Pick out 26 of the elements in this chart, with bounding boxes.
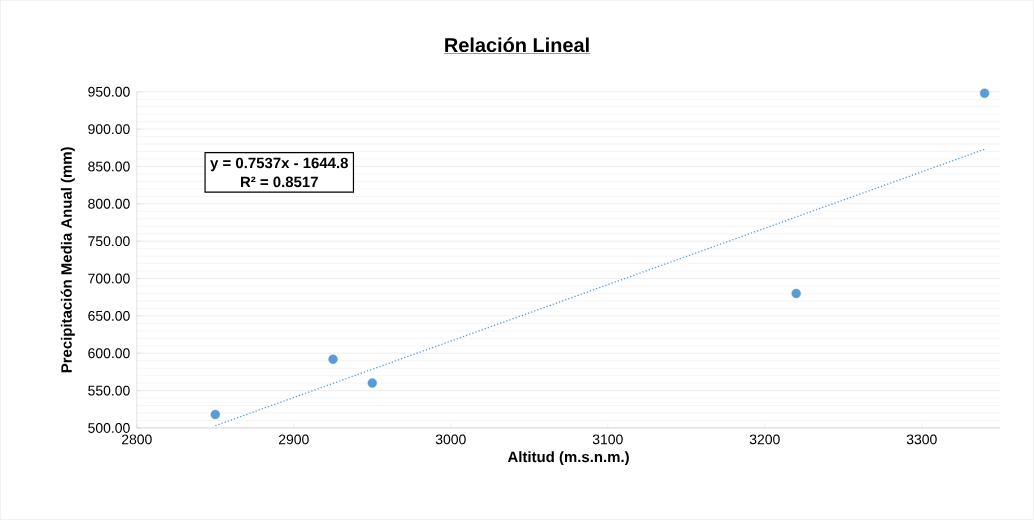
y-tick-label: 600.00 xyxy=(88,348,130,359)
x-tick-label: 3000 xyxy=(435,434,466,445)
point xyxy=(210,409,220,420)
y-tick-label: 700.00 xyxy=(88,273,130,284)
x-tick-label: 2800 xyxy=(121,434,152,445)
x-tick-label: 3100 xyxy=(592,434,623,445)
x-tick-label: 3300 xyxy=(906,434,937,445)
x-tick-label: 3200 xyxy=(749,434,780,445)
x-axis-title: Altitud (m.s.n.m.) xyxy=(507,451,629,466)
x-tick-label: 2900 xyxy=(278,434,309,445)
y-tick-label: 800.00 xyxy=(88,199,130,209)
annotation: y = 0.7537x - 1644.8 xyxy=(210,157,348,172)
annotation: R² = 0.8517 xyxy=(240,176,318,188)
y-tick-label: 950.00 xyxy=(88,86,130,97)
y-tick-label: 650.00 xyxy=(88,311,130,321)
y-tick-label: 500.00 xyxy=(88,423,130,434)
point xyxy=(328,354,338,365)
y-axis-title: Precipitación Media Anual (mm) xyxy=(60,147,75,373)
point xyxy=(791,288,801,299)
y-tick-label: 750.00 xyxy=(88,236,130,247)
y-tick-label: 900.00 xyxy=(88,124,130,135)
chart-title: Relación Lineal xyxy=(445,37,589,53)
point xyxy=(367,378,377,388)
y-tick-label: 550.00 xyxy=(88,385,130,396)
point xyxy=(979,88,990,99)
y-tick-label: 850.00 xyxy=(88,161,130,172)
